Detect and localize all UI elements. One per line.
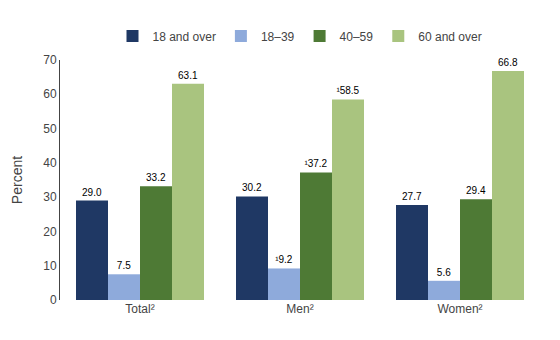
svg-text:30: 30 [43, 190, 57, 204]
svg-text:7.5: 7.5 [117, 260, 131, 271]
svg-text:18–39: 18–39 [261, 30, 295, 44]
svg-text:10: 10 [43, 259, 57, 273]
svg-text:50: 50 [43, 122, 57, 136]
svg-text:29.0: 29.0 [82, 187, 102, 198]
svg-text:40–59: 40–59 [340, 30, 374, 44]
svg-text:70: 70 [43, 53, 57, 67]
svg-text:66.8: 66.8 [498, 57, 518, 68]
svg-text:60: 60 [43, 87, 57, 101]
svg-text:5.6: 5.6 [437, 267, 451, 278]
svg-text:63.1: 63.1 [178, 70, 198, 81]
svg-text:29.4: 29.4 [466, 185, 486, 196]
svg-text:20: 20 [43, 225, 57, 239]
svg-text:40: 40 [43, 156, 57, 170]
svg-text:27.7: 27.7 [402, 191, 422, 202]
svg-text:¹9.2: ¹9.2 [275, 254, 293, 265]
svg-text:30.2: 30.2 [242, 182, 262, 193]
svg-text:33.2: 33.2 [146, 172, 166, 183]
svg-text:¹58.5: ¹58.5 [336, 85, 359, 96]
svg-text:18 and over: 18 and over [153, 30, 216, 44]
svg-text:0: 0 [50, 293, 57, 307]
svg-text:Men²: Men² [286, 302, 313, 316]
svg-text:60 and over: 60 and over [418, 30, 481, 44]
svg-text:Total²: Total² [125, 302, 154, 316]
svg-text:Percent: Percent [9, 156, 25, 204]
svg-text:¹37.2: ¹37.2 [304, 158, 327, 169]
svg-text:Women²: Women² [437, 302, 482, 316]
